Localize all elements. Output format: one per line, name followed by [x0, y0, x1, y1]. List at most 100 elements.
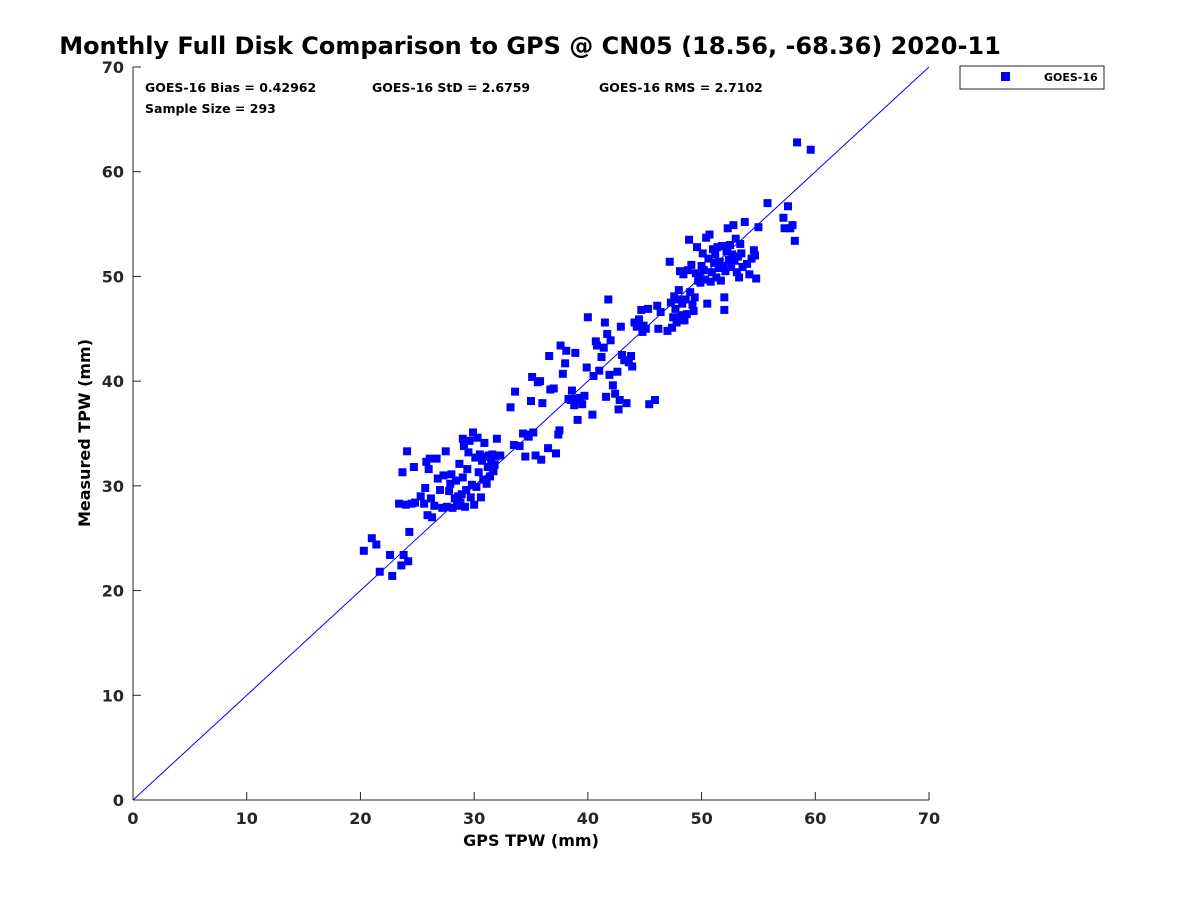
- data-point: [479, 475, 488, 484]
- data-point: [719, 261, 728, 270]
- x-tick-label: 20: [349, 809, 371, 828]
- data-point: [604, 295, 613, 304]
- x-axis-ticks: 0 10 20 30 40 50 60 70: [127, 792, 940, 828]
- data-point: [656, 308, 665, 317]
- data-point: [506, 403, 515, 412]
- data-point: [689, 306, 698, 315]
- data-point: [718, 242, 727, 251]
- y-tick-label: 10: [102, 686, 124, 705]
- data-point: [708, 245, 717, 254]
- data-point: [745, 270, 754, 279]
- data-point: [687, 260, 696, 269]
- data-point: [722, 247, 731, 256]
- data-point: [476, 493, 485, 502]
- data-point: [451, 476, 460, 485]
- data-point: [806, 145, 815, 154]
- data-point: [426, 494, 435, 503]
- data-point: [605, 370, 614, 379]
- data-point: [671, 304, 680, 313]
- y-tick-label: 0: [113, 791, 124, 810]
- data-point: [738, 263, 747, 272]
- data-point: [461, 502, 470, 511]
- data-point: [679, 270, 688, 279]
- data-point: [566, 395, 575, 404]
- data-point: [462, 486, 471, 495]
- data-point: [545, 352, 554, 361]
- data-point: [711, 250, 720, 259]
- y-tick-label: 70: [102, 58, 124, 77]
- data-point: [515, 442, 524, 451]
- data-point: [486, 472, 495, 481]
- legend: GOES-16: [959, 65, 1105, 90]
- data-point: [732, 268, 741, 277]
- data-point: [635, 315, 644, 324]
- data-point: [790, 236, 799, 245]
- data-point: [448, 503, 457, 512]
- data-point: [669, 313, 678, 322]
- data-point: [549, 384, 558, 393]
- data-point: [674, 286, 683, 295]
- data-point: [693, 243, 702, 252]
- data-point: [620, 356, 629, 365]
- y-axis-ticks: 0 10 20 30 40 50 60 70: [102, 58, 141, 810]
- data-point: [399, 550, 408, 559]
- data-point: [700, 275, 709, 284]
- data-point: [654, 324, 663, 333]
- data-point: [567, 386, 576, 395]
- data-point: [395, 499, 404, 508]
- data-point: [385, 550, 394, 559]
- data-point: [712, 273, 721, 282]
- data-point: [663, 326, 672, 335]
- data-point: [666, 298, 675, 307]
- data-point: [524, 432, 533, 441]
- data-point: [730, 256, 739, 265]
- data-point: [421, 483, 430, 492]
- data-point: [735, 273, 744, 282]
- data-point: [537, 455, 546, 464]
- data-point: [763, 199, 772, 208]
- data-point: [409, 463, 418, 472]
- data-point: [411, 498, 420, 507]
- data-point: [463, 465, 472, 474]
- data-point: [466, 493, 475, 502]
- data-point: [430, 501, 439, 510]
- data-point: [683, 266, 692, 275]
- data-point: [703, 299, 712, 308]
- data-point: [743, 259, 752, 268]
- data-point: [405, 527, 414, 536]
- data-point: [715, 257, 724, 266]
- data-point: [480, 438, 489, 447]
- data-point: [359, 546, 368, 555]
- data-point: [571, 348, 580, 357]
- data-point: [665, 257, 674, 266]
- data-point: [611, 389, 620, 398]
- data-point: [592, 341, 601, 350]
- data-point: [599, 343, 608, 352]
- data-point: [645, 400, 654, 409]
- data-point: [721, 267, 730, 276]
- data-point: [527, 397, 535, 406]
- data-point: [617, 350, 626, 359]
- data-point: [555, 426, 564, 435]
- data-point: [688, 300, 697, 309]
- data-point: [754, 223, 763, 232]
- data-point: [478, 456, 487, 465]
- data-point: [475, 450, 484, 459]
- data-point: [705, 230, 714, 239]
- data-point: [583, 313, 592, 322]
- data-point: [424, 465, 433, 474]
- data-point: [697, 261, 706, 270]
- data-point: [736, 239, 745, 248]
- data-point: [432, 454, 441, 463]
- data-point: [713, 243, 722, 252]
- data-point: [372, 540, 381, 549]
- data-point: [489, 467, 498, 476]
- y-tick-label: 50: [102, 267, 124, 286]
- data-point: [714, 264, 723, 273]
- data-point: [704, 254, 713, 263]
- data-point: [552, 449, 561, 458]
- data-point: [793, 138, 802, 147]
- data-point: [615, 395, 624, 404]
- data-point: [416, 492, 425, 501]
- data-point: [706, 277, 715, 286]
